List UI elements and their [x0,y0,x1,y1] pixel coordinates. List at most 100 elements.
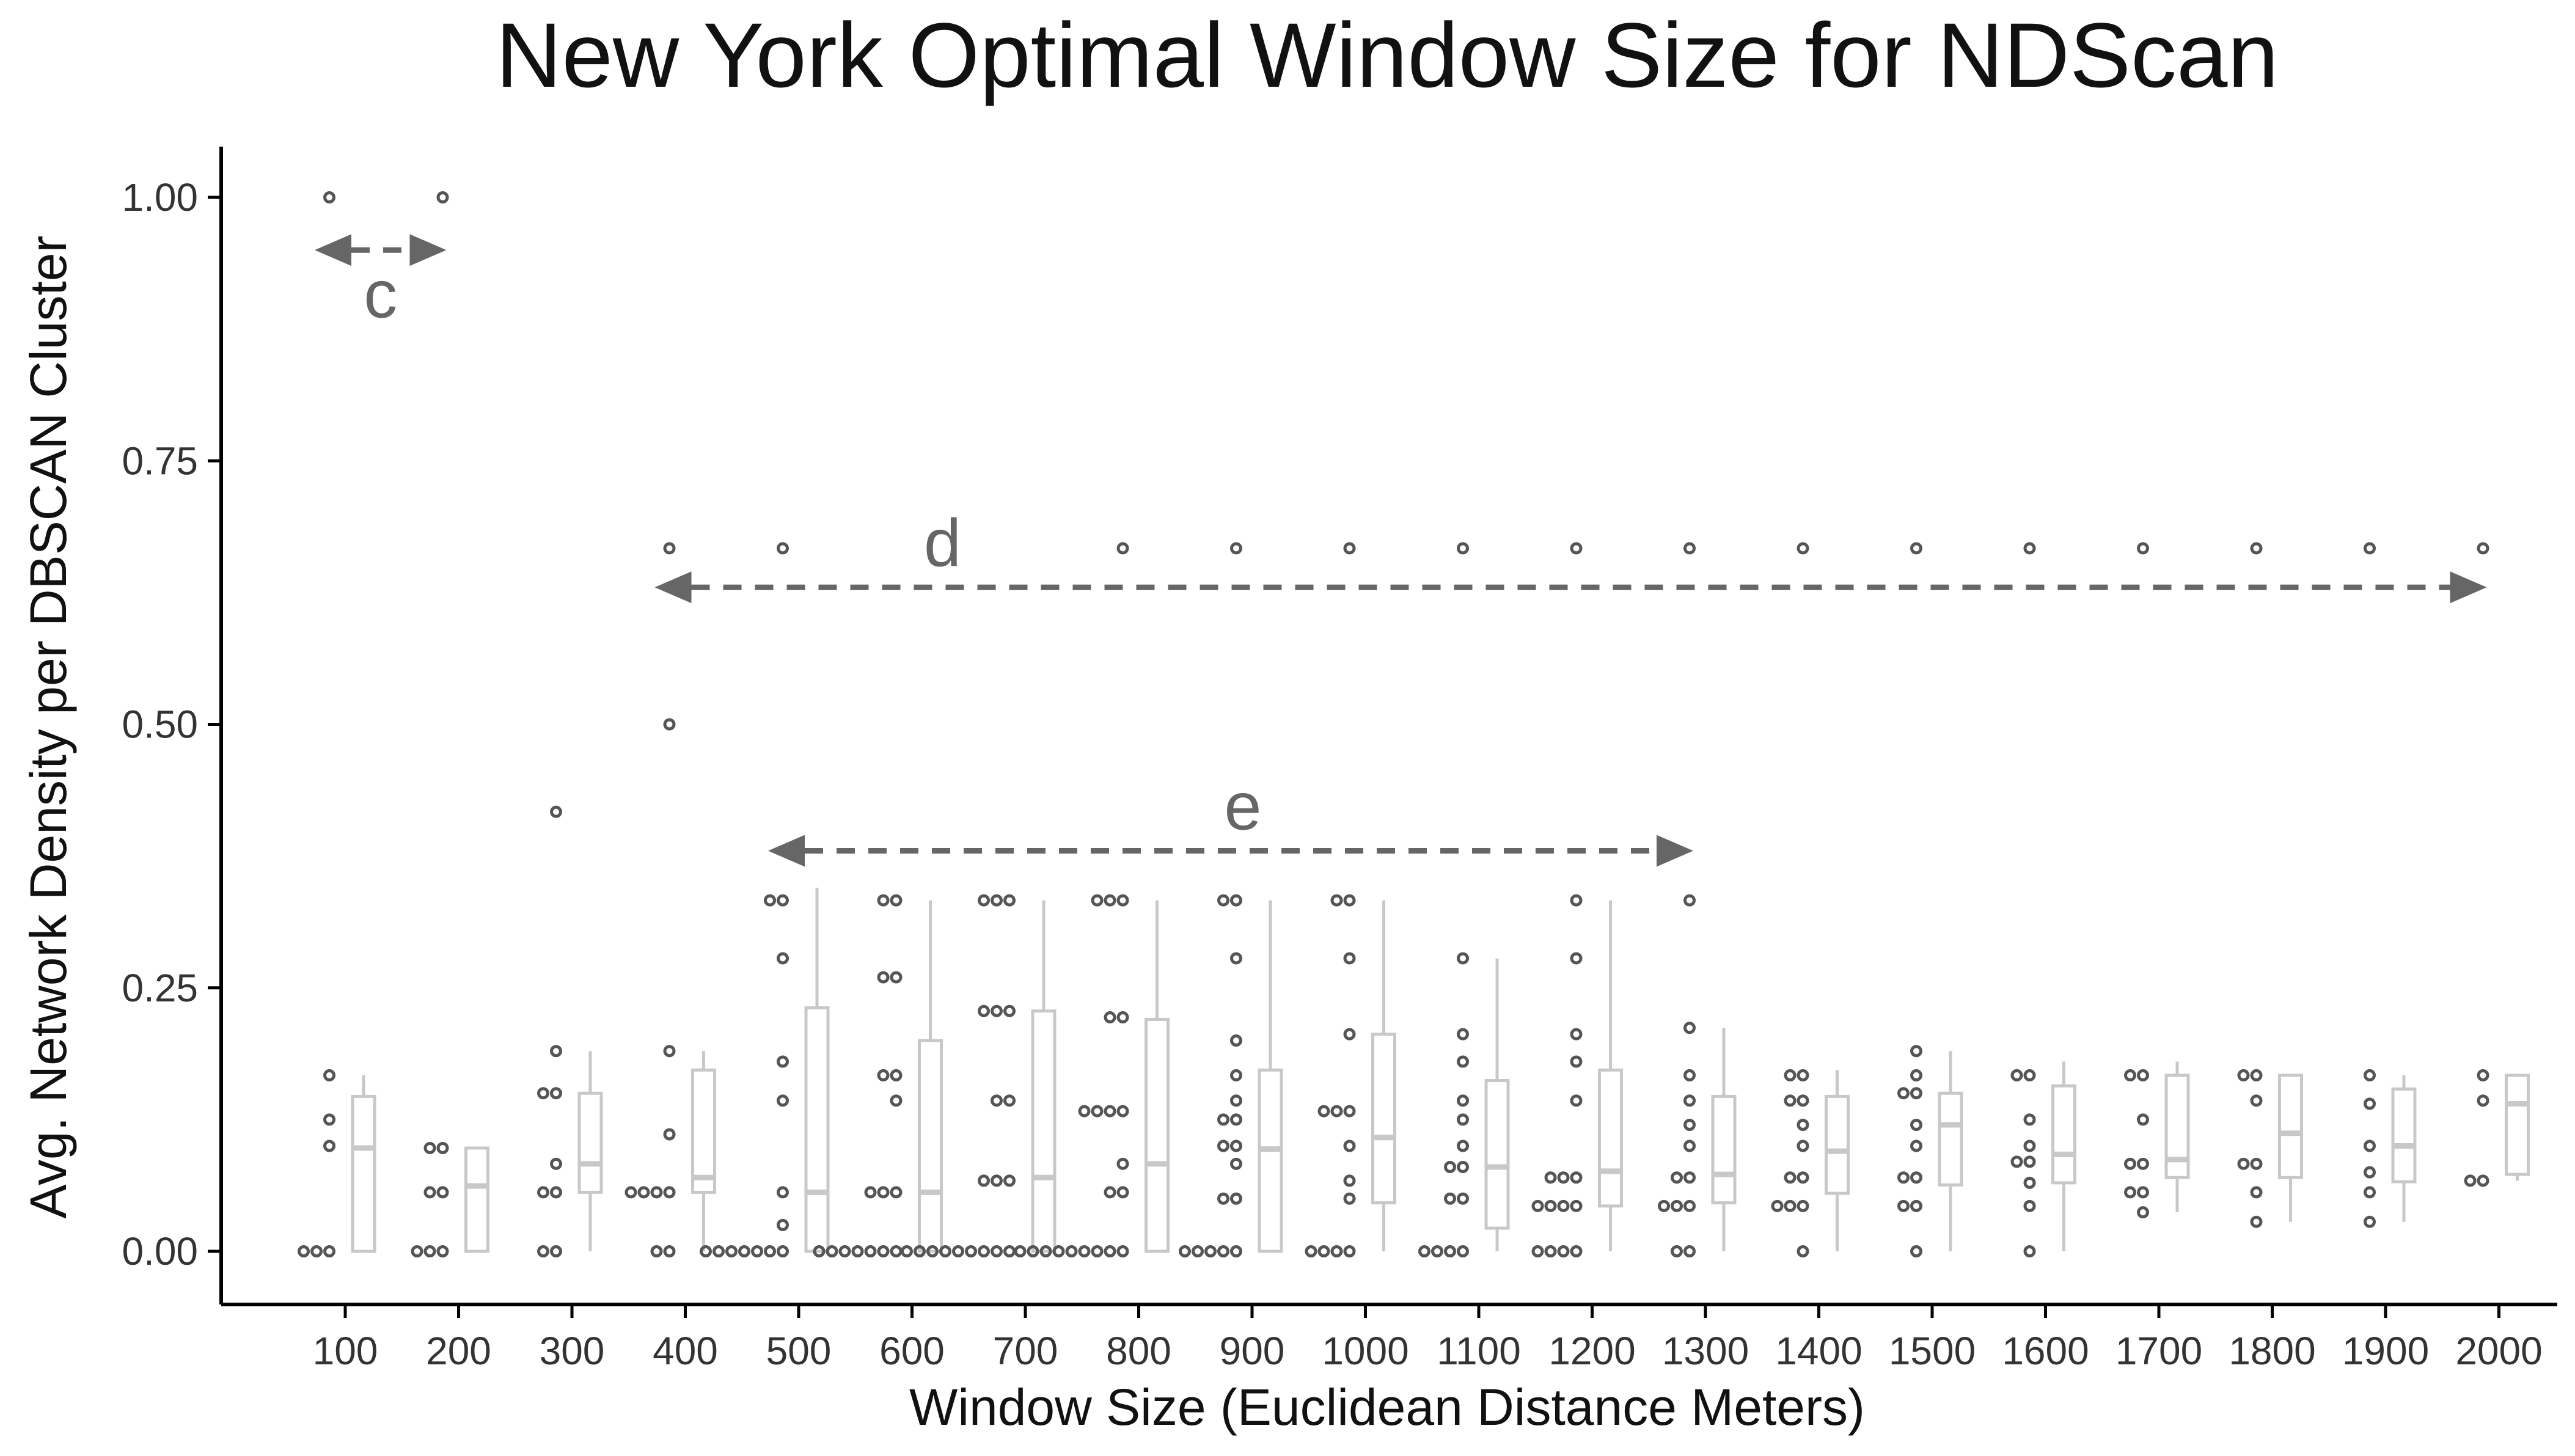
data-point [838,1245,851,1257]
data-point [1797,1245,1809,1257]
data-point [436,1245,449,1257]
data-point [1230,1034,1242,1047]
data-point [2477,542,2489,555]
x-tick-label: 900 [1220,1329,1285,1373]
data-point [1570,1055,1583,1068]
data-point [423,1245,436,1257]
plot-layer: 0.00 0.25 0.50 0.75 1.00 100 200 300 400 500 600 70… [122,147,2557,1373]
data-point [2023,542,2036,555]
data-point [700,1245,712,1257]
data-point [1457,1028,1469,1041]
data-point [2364,542,2376,555]
x-tick-label: 600 [879,1329,945,1373]
data-point [777,1094,789,1107]
data-point [1065,1245,1078,1257]
data-point [1116,1011,1129,1024]
data-point [1014,1245,1027,1257]
data-point [1771,1199,1784,1212]
data-point [1230,1140,1242,1152]
data-point [1797,1171,1809,1184]
box-iqr [1938,1091,1963,1187]
data-point [1192,1245,1204,1257]
data-point [2477,1069,2489,1081]
data-point [1116,542,1129,555]
box-iqr [1031,1009,1057,1253]
data-point [1104,1105,1116,1118]
data-point [1683,894,1696,907]
data-point [1104,1245,1116,1257]
data-point [323,191,335,203]
data-point [864,1245,877,1257]
data-point [1230,894,1242,907]
y-tick-label: 0.00 [122,1229,198,1273]
x-tick-label: 800 [1106,1329,1171,1373]
chart-title: New York Optimal Window Size for NDScan [496,4,2279,106]
data-point [2364,1097,2376,1110]
data-point [877,1069,890,1081]
data-point [890,1069,903,1081]
data-point [1457,1192,1469,1205]
data-point [1343,1140,1356,1152]
data-point [1217,894,1229,907]
data-point [1217,1192,1229,1205]
data-point [1797,1119,1809,1131]
data-point [813,1245,826,1257]
data-point [411,1245,423,1257]
data-point [650,1186,663,1199]
data-point [1683,1119,1696,1131]
data-point [1544,1199,1557,1212]
data-point [2250,542,2263,555]
data-point [1230,1094,1242,1107]
data-point [777,542,789,555]
data-point [877,971,890,984]
data-point [1230,952,1242,965]
data-point [1683,1171,1696,1184]
data-point [890,1245,903,1257]
data-point [1116,1245,1129,1257]
data-point [537,1186,549,1199]
data-point [310,1245,323,1257]
x-tick-label: 100 [313,1329,378,1373]
box-iqr [1711,1094,1737,1205]
x-tick-label: 1000 [1322,1329,1408,1373]
box-iqr [1145,1018,1170,1253]
data-point [1330,1105,1343,1118]
data-point [2250,1186,2263,1199]
data-point [1039,1245,1052,1257]
data-point [952,1245,964,1257]
data-point [2137,1157,2149,1170]
data-point [1784,1199,1797,1212]
box-iqr [351,1094,376,1253]
x-tick-label: 1800 [2229,1329,2315,1373]
data-point [978,894,990,907]
data-point [2023,1069,2036,1081]
data-point [1027,1245,1039,1257]
data-point [777,1055,789,1068]
data-point [2010,1155,2023,1168]
data-point [550,1045,562,1058]
data-point [1557,1245,1570,1257]
data-point [436,191,449,203]
y-tick-label: 0.25 [122,966,198,1010]
data-point [1457,1094,1469,1107]
annotation-e-arrow-right [1657,835,1693,867]
annotation-d-arrow-right [2450,571,2487,604]
data-point [725,1245,738,1257]
data-point [777,894,789,907]
annotation-e-arrow-left [768,835,805,867]
data-point [1230,1245,1242,1257]
data-point [1330,894,1343,907]
data-point [712,1245,725,1257]
data-point [1910,1140,1922,1152]
data-point [436,1186,449,1199]
data-point [1671,1171,1683,1184]
data-point [1910,1171,1922,1184]
data-point [1317,1105,1330,1118]
box-iqr [804,1006,830,1253]
data-point [991,1174,1003,1187]
data-point [663,542,676,555]
data-point [965,1245,977,1257]
data-point [1343,542,1356,555]
data-point [1683,1069,1696,1081]
x-tick-label: 1200 [1548,1329,1635,1373]
